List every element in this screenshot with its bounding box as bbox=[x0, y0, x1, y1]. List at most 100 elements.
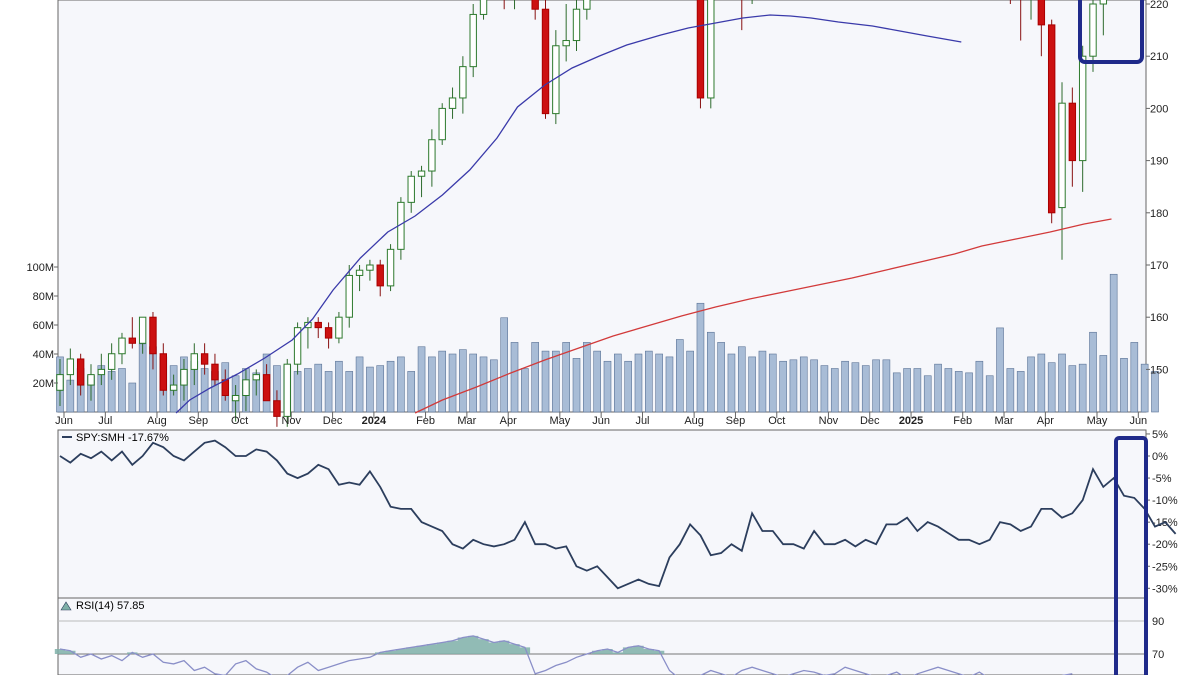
candle-down bbox=[262, 374, 271, 402]
relative-strength-panel bbox=[57, 429, 1147, 599]
candle-up bbox=[459, 66, 467, 99]
x-axis-label: Nov bbox=[281, 415, 301, 427]
rs-axis-label: 0% bbox=[1152, 451, 1168, 463]
rsi-panel bbox=[57, 597, 1147, 676]
candle-down bbox=[314, 321, 322, 329]
moving-average-long-line bbox=[414, 218, 1112, 414]
volume-bar bbox=[675, 339, 684, 413]
candle-up bbox=[1099, 0, 1108, 5]
x-axis-label: Aug bbox=[684, 415, 704, 427]
candle-up bbox=[428, 139, 436, 172]
volume-bar bbox=[655, 353, 663, 413]
candle-down bbox=[376, 264, 384, 287]
x-axis-label: Jun bbox=[55, 415, 73, 427]
candle-up bbox=[283, 363, 291, 417]
candle-up bbox=[417, 170, 426, 177]
volume-bar bbox=[1140, 363, 1149, 413]
volume-bar bbox=[1047, 362, 1056, 413]
candle-up bbox=[97, 368, 106, 376]
volume-bar bbox=[944, 368, 953, 413]
volume-bar bbox=[913, 368, 922, 413]
volume-bar bbox=[128, 382, 137, 413]
x-axis-label: Apr bbox=[500, 415, 517, 427]
rsi-overbought-fill bbox=[54, 635, 665, 654]
volume-bar bbox=[1027, 356, 1035, 413]
candle-up bbox=[190, 353, 198, 370]
candle-down bbox=[1037, 0, 1046, 26]
candle-down bbox=[273, 400, 281, 417]
volume-bar bbox=[500, 317, 508, 413]
x-axis-label: Oct bbox=[768, 415, 785, 427]
candle-down bbox=[696, 0, 705, 99]
volume-bar bbox=[118, 368, 126, 413]
rs-axis-label: 5% bbox=[1152, 429, 1168, 441]
volume-bar bbox=[634, 353, 643, 413]
candle-up bbox=[583, 0, 591, 10]
volume-bar bbox=[314, 363, 323, 413]
moving-average-short-line bbox=[175, 14, 962, 414]
volume-bar bbox=[1089, 331, 1097, 413]
rs-axis-label: -10% bbox=[1152, 495, 1178, 507]
price-axis-label: 150 bbox=[1150, 364, 1168, 376]
candle-up bbox=[66, 358, 75, 376]
volume-bar bbox=[1016, 371, 1025, 413]
volume-bar bbox=[1109, 273, 1118, 413]
x-axis-label: Jul bbox=[635, 415, 649, 427]
volume-bar bbox=[562, 342, 570, 413]
volume-bar bbox=[665, 356, 674, 413]
candle-down bbox=[531, 0, 539, 10]
candle-up bbox=[180, 368, 188, 386]
x-axis-label: Dec bbox=[323, 415, 343, 427]
candle-up bbox=[1078, 55, 1087, 162]
price-axis-label: 190 bbox=[1150, 156, 1168, 168]
volume-bar bbox=[1068, 365, 1077, 413]
volume-bar bbox=[572, 358, 581, 413]
volume-bar bbox=[335, 360, 343, 413]
x-axis-label: Apr bbox=[1037, 415, 1054, 427]
candle-up bbox=[169, 384, 178, 391]
x-axis-label: Mar bbox=[457, 415, 476, 427]
price-axis-label: 160 bbox=[1150, 312, 1168, 324]
volume-bar bbox=[1006, 368, 1015, 413]
x-axis-label: Feb bbox=[416, 415, 435, 427]
candle-up bbox=[386, 248, 395, 287]
volume-bar bbox=[892, 372, 901, 413]
x-axis-label: May bbox=[549, 415, 570, 427]
volume-bar bbox=[717, 342, 725, 413]
volume-axis-label: 80M bbox=[33, 291, 54, 303]
volume-bar bbox=[407, 371, 416, 413]
candle-up bbox=[355, 269, 364, 276]
candle-down bbox=[1068, 102, 1077, 162]
volume-bar bbox=[1099, 355, 1108, 413]
x-axis-label: Sep bbox=[189, 415, 209, 427]
volume-bar bbox=[1120, 358, 1128, 413]
volume-bar bbox=[1058, 353, 1066, 413]
candle-down bbox=[324, 327, 333, 339]
volume-bar bbox=[603, 360, 612, 413]
volume-bar bbox=[934, 363, 942, 413]
volume-bar bbox=[903, 368, 911, 413]
candle-up bbox=[707, 0, 715, 99]
volume-bar bbox=[645, 350, 653, 413]
rsi-axis-label: 70 bbox=[1152, 649, 1164, 661]
rs-axis-label: -30% bbox=[1152, 583, 1178, 595]
volume-bar bbox=[614, 353, 622, 413]
x-axis-label: Jun bbox=[1129, 415, 1147, 427]
candle-up bbox=[293, 327, 302, 365]
volume-bar bbox=[768, 353, 777, 413]
candle-up bbox=[448, 97, 457, 109]
candle-down bbox=[149, 316, 157, 355]
volume-bar bbox=[541, 350, 550, 413]
volume-bar bbox=[552, 350, 560, 413]
x-axis-label: Feb bbox=[953, 415, 972, 427]
volume-bar bbox=[386, 360, 395, 413]
candle-up bbox=[366, 264, 374, 271]
candle-down bbox=[541, 8, 550, 115]
volume-bar bbox=[469, 353, 478, 413]
volume-bar bbox=[1078, 363, 1087, 413]
volume-bar bbox=[324, 371, 333, 413]
volume-bar bbox=[304, 368, 312, 413]
relative-strength-label: SPY:SMH -17.67% bbox=[76, 432, 169, 444]
